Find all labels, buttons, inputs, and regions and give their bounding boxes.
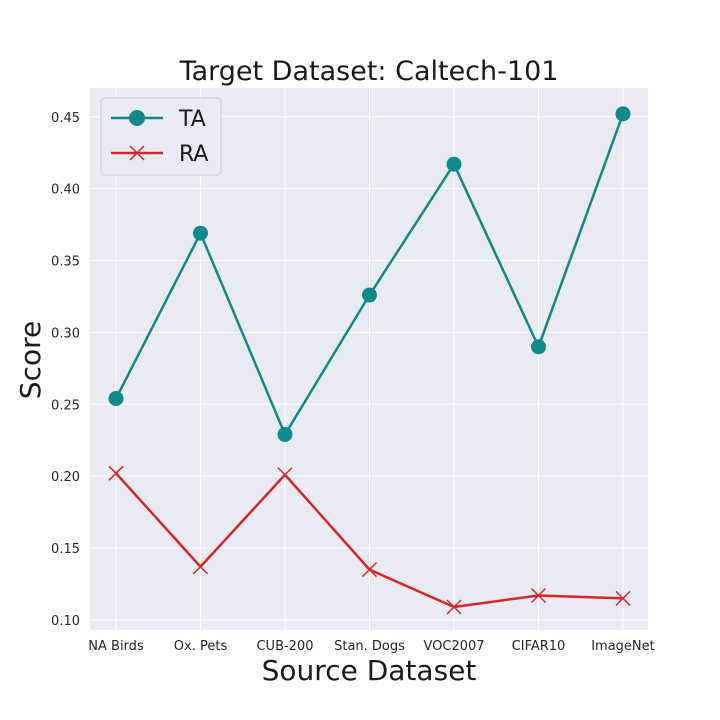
series-layer [108, 106, 631, 615]
y-tick-label: 0.40 [51, 183, 80, 198]
data-point-ta [277, 426, 293, 442]
data-point-ra [108, 465, 124, 481]
data-point-ra [361, 562, 378, 578]
x-tick-label: CIFAR10 [512, 639, 566, 654]
data-point-ta [362, 287, 377, 303]
legend-ra-marker [129, 145, 145, 161]
y-tick-label: 0.10 [51, 614, 80, 629]
chart-title: Target Dataset: Caltech-101 [179, 56, 559, 87]
x-tick-label: ImageNet [591, 639, 655, 654]
data-point-ta [531, 339, 546, 355]
y-tick-label: 0.15 [51, 542, 80, 557]
y-tick-label: 0.25 [51, 398, 80, 413]
x-tick-label: VOC2007 [423, 639, 484, 654]
legend-ta-label: TA [178, 107, 206, 132]
data-point-ta [615, 106, 631, 122]
data-point-ra [530, 587, 547, 604]
y-tick-label: 0.30 [51, 326, 80, 341]
tick-labels: 0.10 0.15 0.20 0.25 0.30 0.35 0.40 0.45 NA Birds… [51, 111, 655, 654]
y-axis-label: Score [14, 321, 47, 399]
data-point-ta [108, 391, 124, 407]
data-point-ta [193, 225, 208, 241]
data-point-ra [192, 559, 209, 575]
legend-ra-label: RA [179, 142, 208, 167]
data-point-ta [446, 156, 462, 172]
y-tick-label: 0.20 [51, 470, 80, 485]
data-point-ra [277, 467, 293, 483]
x-axis-label: Source Dataset [262, 654, 477, 687]
x-tick-label: Ox. Pets [174, 639, 228, 654]
x-tick-label: CUB-200 [256, 639, 313, 654]
x-tick-label: Stan. Dogs [334, 639, 405, 654]
y-tick-label: 0.35 [51, 255, 80, 270]
data-point-ra [615, 590, 631, 606]
legend: TA RA [100, 97, 222, 176]
data-point-ra [446, 599, 462, 615]
legend-ta-marker [129, 110, 145, 126]
y-tick-label: 0.45 [51, 111, 80, 126]
x-tick-label: NA Birds [88, 639, 144, 654]
